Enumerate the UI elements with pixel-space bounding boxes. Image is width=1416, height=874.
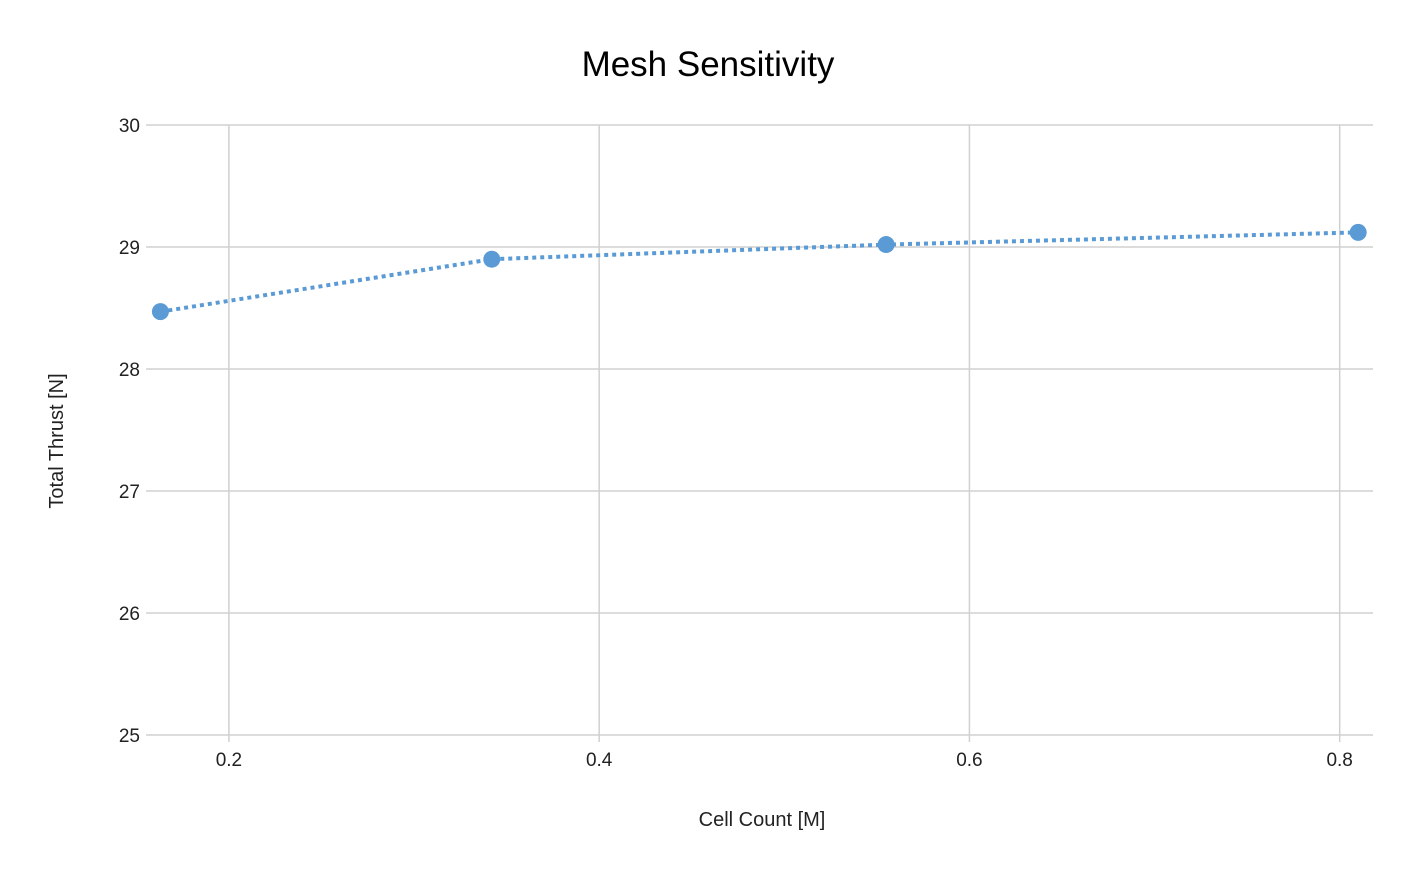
- data-point: [483, 250, 501, 268]
- y-tick-label: 25: [119, 726, 140, 747]
- y-axis-label: Total Thrust [N]: [46, 373, 68, 508]
- tick-labels: 25 26 27 28 29 30 0.2 0.4 0.6 0.8: [119, 116, 1353, 771]
- y-tick-label: 27: [119, 482, 140, 503]
- grid-lines: [146, 124, 1373, 742]
- data-point: [877, 236, 895, 254]
- x-axis-label: Cell Count [M]: [699, 809, 826, 831]
- data-series: [151, 223, 1367, 321]
- y-tick-label: 30: [119, 116, 140, 137]
- x-tick-label: 0.6: [956, 750, 982, 771]
- x-tick-label: 0.2: [216, 750, 242, 771]
- y-tick-label: 26: [119, 604, 140, 625]
- y-tick-label: 29: [119, 238, 140, 259]
- data-point: [1349, 223, 1367, 241]
- chart-title: Mesh Sensitivity: [582, 45, 835, 84]
- data-point: [151, 303, 169, 321]
- y-tick-label: 28: [119, 360, 140, 381]
- x-tick-label: 0.8: [1326, 750, 1352, 771]
- series-line: [160, 230, 1359, 314]
- x-tick-label: 0.4: [586, 750, 613, 771]
